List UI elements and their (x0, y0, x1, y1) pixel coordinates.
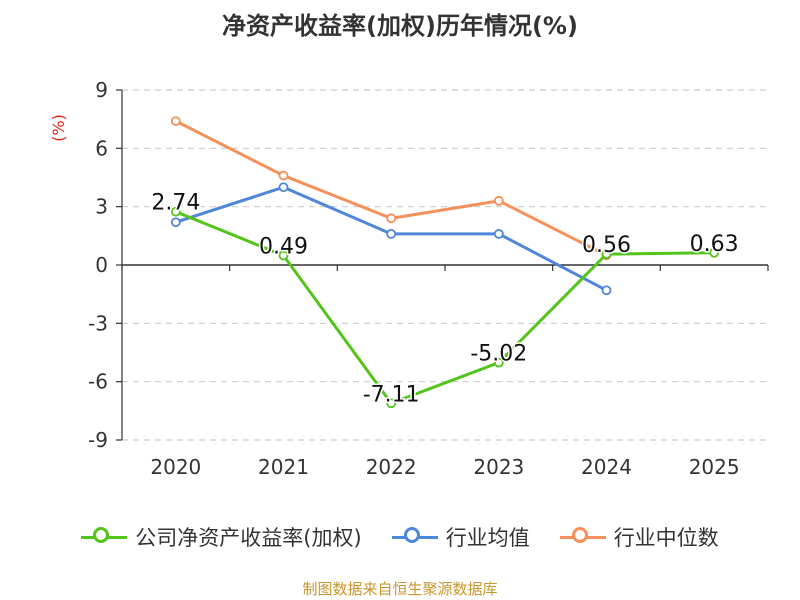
legend-label-industry-mean: 行业均值 (445, 526, 530, 550)
data-point-company (493, 357, 504, 368)
data-point-industry-median (278, 170, 289, 181)
y-tick-label: 3 (95, 195, 108, 219)
y-tick-label: 6 (95, 136, 108, 160)
x-tick-label: 2020 (150, 455, 201, 479)
legend-label-industry-median: 行业中位数 (613, 526, 719, 550)
data-label: 2.74 (151, 191, 200, 216)
data-label: 0.49 (259, 234, 308, 259)
data-point-industry-mean (278, 182, 289, 193)
legend-item-company[interactable]: 公司净资产收益率(加权) (81, 522, 362, 552)
legend-label-company: 公司净资产收益率(加权) (135, 526, 362, 550)
data-label: -5.02 (470, 342, 527, 367)
data-point-company (386, 398, 397, 409)
data-point-company (170, 206, 181, 217)
x-tick-label: 2021 (258, 455, 309, 479)
data-point-industry-median (386, 213, 397, 224)
data-point-industry-median (493, 195, 504, 206)
data-label: 0.56 (582, 233, 631, 258)
data-source-note: 制图数据来自恒生聚源数据库 (302, 580, 498, 598)
data-point-company (278, 250, 289, 261)
legend-item-industry-median[interactable]: 行业中位数 (559, 522, 719, 552)
series-line-company (175, 210, 715, 405)
data-label: 0.63 (690, 232, 739, 257)
y-tick-label: 0 (95, 253, 108, 277)
x-tick-label: 2024 (581, 455, 632, 479)
y-tick-label: -6 (88, 370, 108, 394)
data-point-company (601, 249, 612, 260)
data-label: -7.11 (363, 382, 420, 407)
data-point-industry-median (170, 116, 181, 127)
legend-swatch-industry-mean (391, 527, 438, 547)
y-axis-label: (%) (49, 114, 68, 142)
data-point-industry-mean (170, 217, 181, 228)
data-point-industry-mean (601, 285, 612, 296)
data-point-industry-mean (386, 228, 397, 239)
y-tick-label: -9 (88, 428, 108, 452)
chart-legend: 公司净资产收益率(加权) 行业均值 行业中位数 (0, 520, 800, 554)
x-tick-label: 2023 (473, 455, 524, 479)
data-point-company (709, 247, 720, 258)
x-tick-label: 2025 (689, 455, 740, 479)
y-tick-label: 9 (95, 78, 108, 102)
legend-item-industry-mean[interactable]: 行业均值 (391, 522, 530, 552)
data-point-industry-mean (493, 228, 504, 239)
chart-title: 净资产收益率(加权)历年情况(%) (222, 12, 578, 40)
y-tick-label: -3 (88, 311, 108, 335)
x-tick-label: 2022 (366, 455, 417, 479)
legend-swatch-company (81, 527, 128, 547)
legend-swatch-industry-median (559, 527, 606, 547)
